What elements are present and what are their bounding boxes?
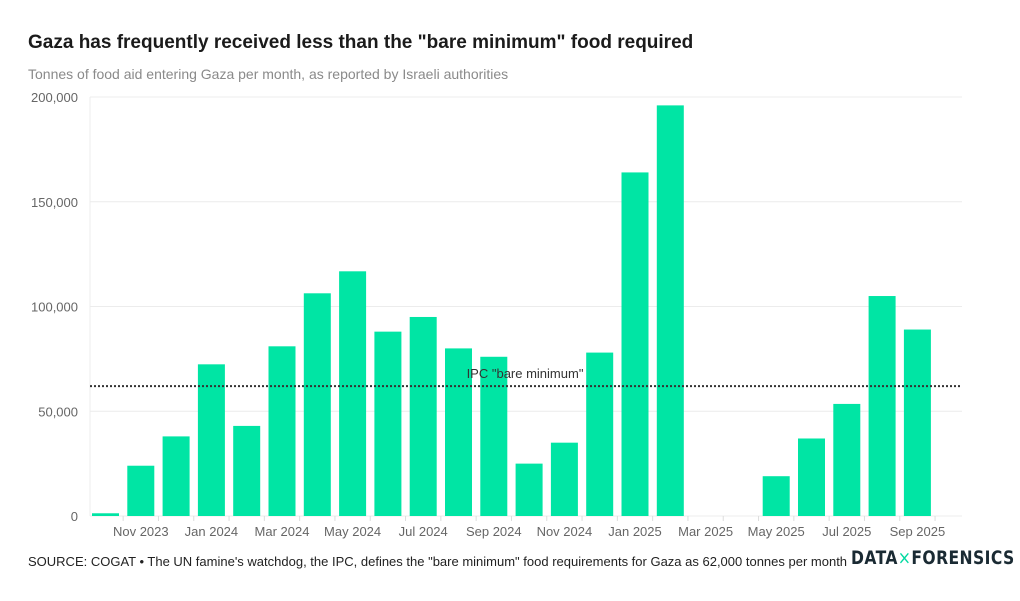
bar-sep-2025 bbox=[903, 329, 931, 516]
y-tick-label: 100,000 bbox=[31, 300, 78, 315]
x-tick-label: May 2025 bbox=[748, 524, 805, 539]
x-tick-label: May 2024 bbox=[324, 524, 381, 539]
bar-jul-2025 bbox=[833, 403, 861, 516]
bar-dec-2023 bbox=[162, 436, 190, 516]
ipc-reference-label: IPC "bare minimum" bbox=[467, 366, 584, 381]
bar-feb-2024 bbox=[233, 425, 261, 516]
y-tick-label: 0 bbox=[71, 509, 78, 524]
y-tick-label: 150,000 bbox=[31, 195, 78, 210]
bar-jun-2024 bbox=[374, 331, 402, 516]
source-note: SOURCE: COGAT • The UN famine's watchdog… bbox=[28, 554, 848, 569]
bar-apr-2024 bbox=[303, 293, 331, 516]
bar-jan-2024 bbox=[197, 364, 225, 516]
bar-feb-2025 bbox=[656, 105, 684, 516]
bar-jan-2025 bbox=[621, 172, 649, 517]
x-tick-label: Mar 2024 bbox=[255, 524, 310, 539]
bar-dec-2024 bbox=[586, 352, 614, 516]
bar-mar-2024 bbox=[268, 346, 296, 516]
bar-nov-2024 bbox=[550, 442, 578, 516]
bar-oct-2024 bbox=[515, 463, 543, 516]
x-tick-label: Jan 2024 bbox=[185, 524, 239, 539]
x-tick-label: Jan 2025 bbox=[608, 524, 662, 539]
bar-aug-2025 bbox=[868, 296, 896, 516]
y-tick-label: 200,000 bbox=[31, 90, 78, 105]
bar-nov-2023 bbox=[127, 465, 155, 516]
data-forensics-logo: DATA×FORENSICS bbox=[851, 547, 1015, 569]
x-tick-label: Sep 2025 bbox=[890, 524, 946, 539]
bar-aug-2024 bbox=[445, 348, 472, 516]
x-tick-label: Sep 2024 bbox=[466, 524, 522, 539]
chart-title: Gaza has frequently received less than t… bbox=[28, 32, 694, 53]
chart-subtitle: Tonnes of food aid entering Gaza per mon… bbox=[28, 66, 509, 82]
x-tick-label: Nov 2024 bbox=[537, 524, 593, 539]
bar-jun-2025 bbox=[798, 438, 825, 516]
bar-sep-2024 bbox=[480, 356, 508, 516]
x-tick-label: Jul 2025 bbox=[822, 524, 871, 539]
bar-jul-2024 bbox=[409, 316, 437, 516]
bar-oct-2023 bbox=[92, 513, 119, 516]
bar-may-2024 bbox=[339, 271, 367, 516]
x-tick-label: Nov 2023 bbox=[113, 524, 169, 539]
x-tick-label: Jul 2024 bbox=[399, 524, 448, 539]
y-tick-label: 50,000 bbox=[38, 404, 78, 419]
x-tick-label: Mar 2025 bbox=[678, 524, 733, 539]
bar-may-2025 bbox=[762, 476, 790, 516]
